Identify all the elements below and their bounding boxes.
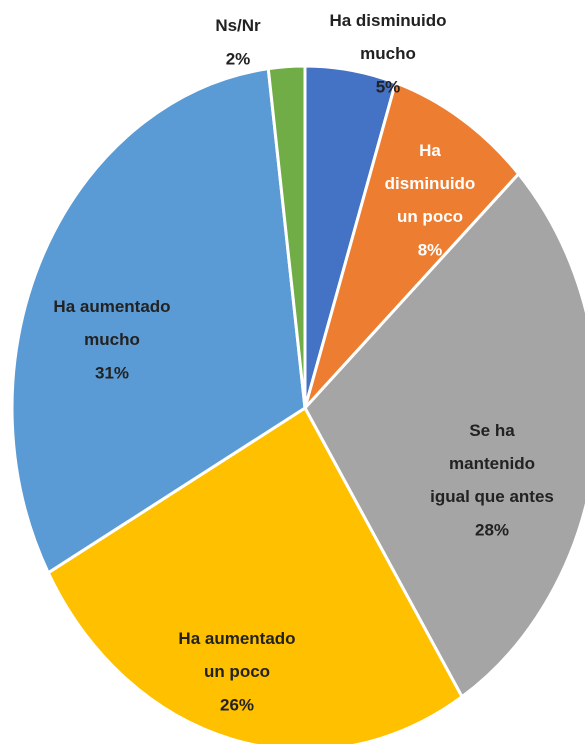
label-line: disminuido (385, 174, 476, 193)
slice-value-label: 31% (95, 363, 129, 382)
label-line: mantenido (449, 454, 535, 473)
slice-label: Ha aumentado un poco (178, 629, 295, 681)
label-line: mucho (360, 44, 416, 63)
label-line: Se ha (469, 421, 515, 440)
pie-slice (46, 405, 464, 744)
slice-value-label: 2% (226, 49, 251, 68)
label-line: mucho (84, 330, 140, 349)
label-line: Ns/Nr (215, 16, 261, 35)
pie-slice (266, 64, 307, 409)
label-line: Ha disminuido (329, 11, 446, 30)
pie-slice (303, 80, 521, 410)
slice-label: Ha disminuido un poco (385, 141, 476, 226)
label-line: Ha aumentado (53, 297, 170, 316)
slice-value-label: 28% (475, 520, 509, 539)
label-line: un poco (397, 207, 463, 226)
slice-value-label: 26% (220, 695, 254, 714)
label-line: igual que antes (430, 487, 554, 506)
slice-label: Ns/Nr (215, 16, 261, 35)
slice-label: Ha disminuido mucho (329, 11, 446, 63)
pie-slice (10, 66, 307, 575)
label-line: Ha (419, 141, 441, 160)
slice-label: Ha aumentado mucho (53, 297, 170, 349)
slice-value-label: 5% (376, 77, 401, 96)
slice-value-label: 8% (418, 240, 443, 259)
slice-label: Se ha mantenido igual que antes (430, 421, 554, 506)
label-line: un poco (204, 662, 270, 681)
pie-slice (303, 171, 585, 699)
label-line: Ha aumentado (178, 629, 295, 648)
